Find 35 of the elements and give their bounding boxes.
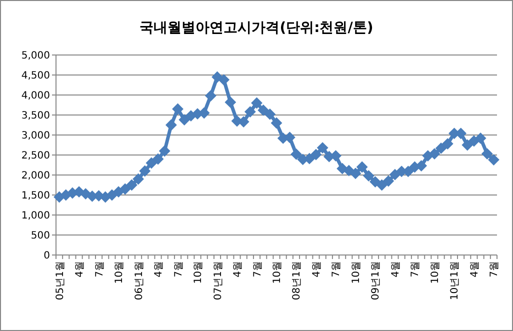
x-tick-label: 4월 — [311, 261, 322, 278]
x-tick-label: 10월 — [430, 261, 441, 284]
x-tick-label: 08년1월 — [292, 261, 303, 300]
x-tick-label: 7월 — [331, 261, 342, 278]
y-tick-label: 500 — [30, 230, 50, 242]
x-tick-label: 05년1월 — [54, 261, 66, 300]
y-tick-label: 4,500 — [21, 70, 50, 82]
x-tick-label: 09년1월 — [370, 261, 382, 300]
x-tick-label: 07년1월 — [212, 261, 224, 300]
x-tick-label: 10월 — [272, 261, 283, 284]
x-tick-label: 7월 — [489, 261, 500, 278]
chart-title: 국내월별아연고시가격(단위:천원/톤) — [140, 20, 374, 36]
x-tick-label: 4월 — [390, 261, 402, 278]
x-tick-label: 06년1월 — [134, 261, 145, 300]
y-tick-label: 0 — [44, 250, 50, 262]
x-tick-label: 4월 — [74, 261, 86, 278]
x-tick-label: 10월 — [350, 261, 362, 284]
y-tick-label: 1,000 — [21, 210, 50, 222]
x-tick-label: 4월 — [469, 261, 480, 278]
y-tick-label: 5,000 — [21, 50, 50, 62]
y-tick-label: 2,500 — [21, 150, 50, 162]
x-tick-label: 7월 — [94, 261, 106, 278]
y-tick-label: 3,000 — [21, 130, 50, 142]
x-tick-label: 7월 — [173, 261, 184, 278]
x-tick-label: 7월 — [252, 261, 264, 278]
y-tick-label: 4,000 — [21, 90, 50, 102]
y-tick-label: 3,500 — [21, 110, 50, 122]
x-tick-label: 7월 — [410, 261, 422, 278]
x-tick-label: 4월 — [154, 261, 165, 278]
y-tick-label: 2,000 — [21, 170, 50, 182]
y-tick-label: 1,500 — [21, 190, 50, 202]
x-tick-label: 4월 — [232, 261, 244, 278]
x-tick-label: 10월 — [193, 261, 204, 284]
x-tick-label: 10년1월 — [450, 261, 461, 300]
x-tick-label: 10월 — [114, 261, 126, 284]
